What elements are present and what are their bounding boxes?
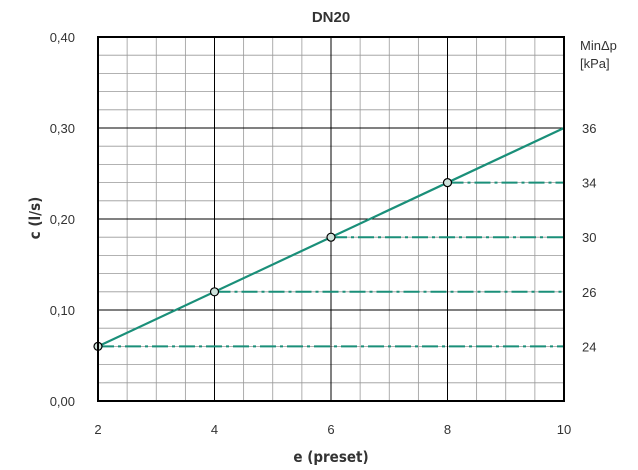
right-axis-label: 24 <box>582 339 596 354</box>
data-point <box>209 287 220 297</box>
right-axis-label: 26 <box>582 285 596 300</box>
data-point <box>442 178 453 188</box>
x-tick-label: 4 <box>211 422 218 437</box>
x-tick-labels: 2 4 6 8 10 <box>94 422 571 437</box>
right-axis-title-line2: [kPa] <box>580 56 610 71</box>
right-axis-label: 34 <box>582 176 596 191</box>
right-axis-label: 30 <box>582 230 596 245</box>
y-tick-label: 0,40 <box>50 30 75 45</box>
y-tick-labels: 0,00 0,10 0,20 0,30 0,40 <box>50 30 75 409</box>
y-tick-label: 0,00 <box>50 394 75 409</box>
right-axis-title-line1: MinΔp <box>580 38 617 53</box>
plot-frame <box>97 36 565 402</box>
major-grid <box>98 37 564 401</box>
y-tick-label: 0,30 <box>50 121 75 136</box>
right-axis-label: 36 <box>582 121 596 136</box>
x-tick-label: 8 <box>444 422 451 437</box>
x-tick-label: 10 <box>557 422 571 437</box>
x-tick-label: 6 <box>327 422 334 437</box>
y-tick-label: 0,20 <box>50 212 75 227</box>
y-axis-label: c (l/s) <box>26 197 44 240</box>
chart-title: DN20 <box>312 9 350 26</box>
y-tick-label: 0,10 <box>50 303 75 318</box>
right-axis-labels: 24 26 30 34 36 <box>582 121 596 354</box>
min-dp-dashed-lines <box>98 181 564 348</box>
x-axis-label: e (preset) <box>293 448 368 466</box>
x-tick-label: 2 <box>94 422 101 437</box>
data-point <box>326 232 336 242</box>
